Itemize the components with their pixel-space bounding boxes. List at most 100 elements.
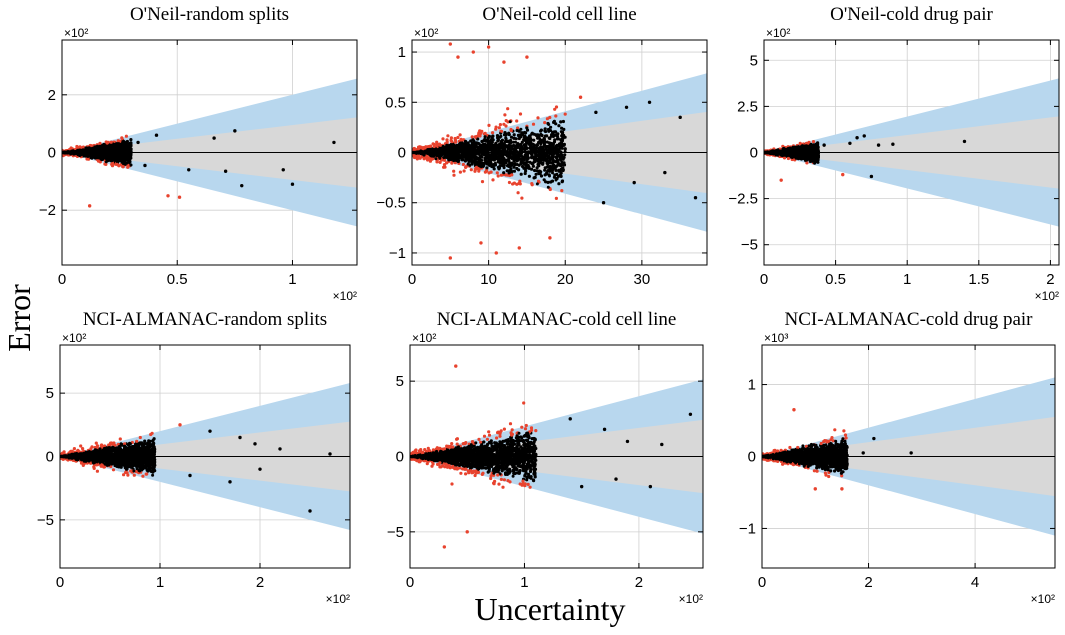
- scatter-point: [475, 160, 479, 165]
- scatter-point: [523, 158, 526, 162]
- scatter-point: [495, 171, 499, 175]
- y-axis-multiplier: ×10²: [64, 26, 88, 40]
- outlier-point: [479, 241, 483, 245]
- subplot-2: 0 10 20 30−1−0.500.51O'Neil-cold cell line×…: [376, 4, 708, 288]
- outlier-point: [647, 100, 652, 104]
- scatter-point: [444, 154, 448, 158]
- scatter-point: [551, 154, 555, 158]
- scatter-point: [502, 171, 506, 175]
- outlier-point: [486, 45, 491, 49]
- scatter-point: [489, 161, 493, 165]
- outlier-point: [494, 251, 498, 255]
- scatter-point: [123, 143, 127, 147]
- figure-x-axis-label: Uncertainty: [474, 591, 625, 627]
- scatter-point: [90, 153, 94, 157]
- scatter-point: [543, 121, 547, 125]
- scatter-point: [100, 146, 103, 150]
- scatter-point: [528, 150, 532, 154]
- scatter-point: [562, 143, 566, 147]
- scatter-point: [557, 169, 561, 173]
- scatter-point: [512, 136, 516, 140]
- outlier-point: [578, 95, 583, 99]
- scatter-point: [509, 129, 513, 133]
- y-tick-label: −1: [389, 245, 406, 262]
- scatter-point: [532, 144, 536, 148]
- scatter-point: [811, 140, 816, 144]
- scatter-point: [554, 114, 558, 118]
- outlier-point: [525, 55, 529, 59]
- scatter-point: [490, 137, 494, 141]
- scatter-point: [441, 137, 445, 141]
- scatter-point: [107, 151, 111, 155]
- scatter-point: [461, 147, 465, 151]
- scatter-point: [125, 145, 129, 148]
- scatter-point: [424, 156, 428, 160]
- scatter-point: [490, 144, 494, 147]
- scatter-point: [543, 134, 548, 138]
- x-tick-label: 20: [557, 271, 574, 288]
- scatter-point: [501, 160, 505, 163]
- scatter-point: [554, 168, 558, 172]
- scatter-point: [545, 117, 550, 121]
- scatter-point: [509, 138, 513, 143]
- scatter-point: [531, 148, 535, 152]
- scatter-point: [524, 169, 528, 173]
- outlier-point: [693, 196, 698, 200]
- figure-y-axis-label: Error: [1, 284, 37, 352]
- scatter-point: [481, 149, 485, 152]
- scatter-point: [452, 169, 456, 173]
- scatter-point: [535, 182, 539, 186]
- scatter-point: [527, 174, 532, 178]
- scatter-point: [468, 157, 472, 161]
- scatter-point: [443, 165, 447, 169]
- scatter-point: [498, 123, 502, 127]
- scatter-point: [450, 140, 454, 144]
- scatter-point: [513, 148, 517, 152]
- scatter-point: [470, 162, 474, 166]
- scatter-point: [530, 183, 534, 187]
- y-tick-label: −0.5: [376, 195, 406, 212]
- scatter-point: [114, 154, 118, 158]
- scatter-point: [446, 134, 450, 138]
- scatter-point: [101, 153, 105, 157]
- scatter-point: [465, 154, 469, 158]
- scatter-point: [486, 136, 490, 140]
- scatter-point: [515, 166, 519, 171]
- scatter-point: [559, 145, 563, 149]
- scatter-point: [542, 136, 546, 140]
- outlier-point: [678, 115, 682, 120]
- scatter-point: [444, 151, 448, 155]
- scatter-point: [504, 132, 508, 136]
- scatter-point: [518, 112, 523, 116]
- scatter-point: [122, 157, 126, 160]
- scatter-point: [452, 152, 455, 156]
- scatter-point: [465, 146, 469, 150]
- scatter-point: [556, 137, 560, 141]
- scatter-point: [512, 169, 517, 173]
- scatter-point: [512, 152, 516, 156]
- scatter-point: [560, 134, 564, 138]
- scatter-point: [489, 158, 493, 162]
- outlier-point: [212, 136, 216, 140]
- scatter-point: [522, 135, 526, 139]
- scatter-point: [543, 127, 547, 131]
- scatter-point: [548, 115, 552, 120]
- scatter-point: [124, 156, 128, 160]
- scatter-point: [504, 124, 508, 128]
- scatter-point: [563, 150, 567, 154]
- scatter-point: [561, 119, 566, 124]
- scatter-point: [460, 155, 464, 159]
- scatter-point: [548, 144, 551, 148]
- outlier-point: [223, 169, 228, 173]
- scatter-point: [464, 157, 468, 160]
- scatter-point: [456, 159, 460, 164]
- scatter-point: [540, 133, 544, 138]
- y-tick-label: 0: [48, 145, 56, 162]
- scatter-point: [483, 131, 487, 135]
- scatter-point: [477, 160, 481, 164]
- scatter-point: [473, 158, 477, 162]
- scatter-point: [491, 178, 495, 182]
- scatter-point: [458, 133, 462, 137]
- outlier-point: [517, 246, 521, 250]
- scatter-point: [522, 166, 526, 170]
